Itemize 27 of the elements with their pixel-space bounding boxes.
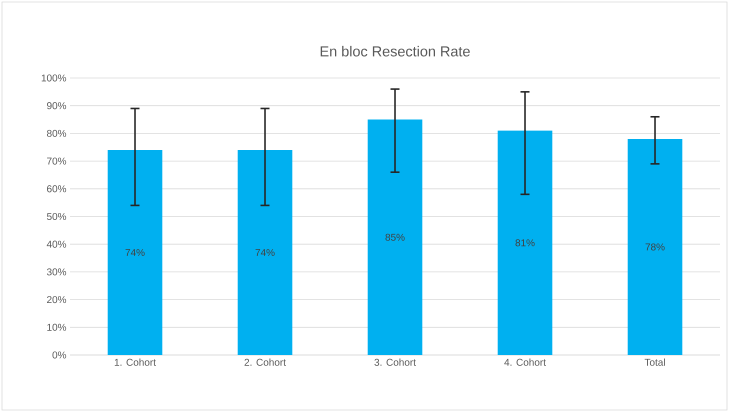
bar xyxy=(628,138,682,355)
y-tick-label: 100% xyxy=(42,74,66,82)
x-tick-label: 1. Cohort xyxy=(114,358,156,366)
y-tick-label: 30% xyxy=(46,268,66,276)
y-tick-label: 70% xyxy=(47,158,66,165)
data-label: 78% xyxy=(646,243,665,250)
y-tick-label: 90% xyxy=(47,102,66,110)
y-tick-label: 0% xyxy=(52,351,66,359)
x-tick-label: 3. Cohort xyxy=(374,358,416,366)
chart-title: En bloc Resection Rate xyxy=(320,46,470,56)
x-tick-label: Total xyxy=(644,358,665,366)
data-label: 74% xyxy=(126,249,145,256)
y-tick-label: 20% xyxy=(47,296,66,304)
y-tick-label: 50% xyxy=(46,212,66,220)
y-tick-label: 60% xyxy=(47,185,66,192)
data-label: 81% xyxy=(515,239,535,246)
bar xyxy=(498,130,552,355)
bar xyxy=(238,150,292,355)
x-tick-label: 4. Cohort xyxy=(504,358,546,366)
x-tick-label: 2. Cohort xyxy=(244,358,286,366)
y-tick-label: 10% xyxy=(47,324,66,331)
bar xyxy=(368,120,422,355)
data-label: 74% xyxy=(256,249,275,256)
y-tick-label: 80% xyxy=(46,130,66,137)
y-tick-label: 40% xyxy=(46,240,66,248)
data-label: 85% xyxy=(385,234,405,241)
bar xyxy=(108,150,162,355)
